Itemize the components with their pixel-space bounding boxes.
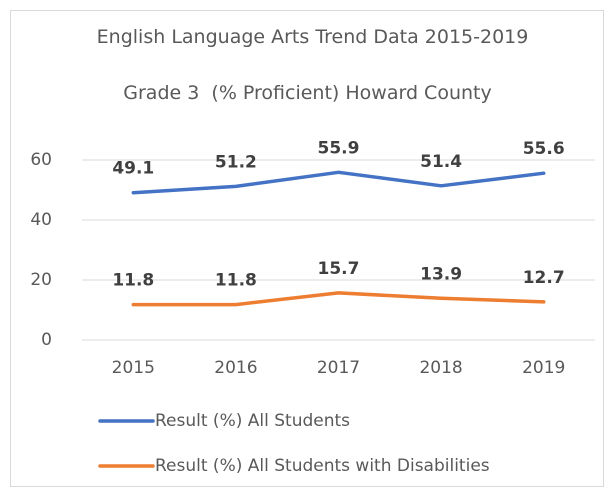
y-tick-label: 60: [30, 150, 52, 170]
data-label: 12.7: [523, 268, 565, 288]
data-label: 55.9: [318, 138, 360, 158]
data-label: 55.6: [523, 139, 565, 159]
data-label: 13.9: [420, 264, 462, 284]
series-line: [131, 291, 546, 307]
x-tick-label: 2019: [522, 358, 565, 378]
data-label: 11.8: [215, 271, 257, 291]
chart-title: English Language Arts Trend Data 2015-20…: [96, 26, 529, 48]
legend-label: Result (%) All Students with Disabilitie…: [155, 456, 490, 476]
y-tick-label: 0: [41, 330, 52, 350]
data-label: 49.1: [112, 159, 154, 179]
data-label: 11.8: [112, 271, 154, 291]
chart-frame: [10, 10, 604, 487]
data-label: 51.4: [420, 152, 462, 172]
x-tick-label: 2015: [112, 358, 155, 378]
chart-subtitle: Grade 3 (% Proficient) Howard County: [123, 82, 492, 104]
legend-label: Result (%) All Students: [155, 411, 350, 431]
y-tick-label: 20: [30, 270, 52, 290]
x-tick-label: 2016: [214, 358, 257, 378]
data-label: 15.7: [318, 259, 360, 279]
data-label: 51.2: [215, 152, 257, 172]
x-tick-label: 2017: [317, 358, 360, 378]
y-tick-label: 40: [30, 210, 52, 230]
series-line: [131, 170, 546, 195]
x-tick-label: 2018: [419, 358, 462, 378]
